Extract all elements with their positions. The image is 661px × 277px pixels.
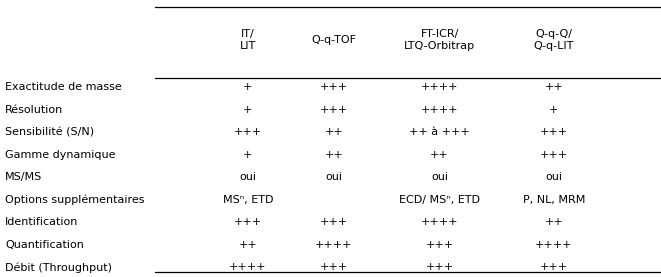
Text: ++: ++	[430, 150, 449, 160]
Text: +++: +++	[320, 217, 348, 227]
Text: oui: oui	[239, 172, 256, 182]
Text: ++++: ++++	[421, 82, 458, 92]
Text: Options supplémentaires: Options supplémentaires	[5, 194, 145, 205]
Text: +++: +++	[540, 127, 568, 137]
Text: +: +	[243, 150, 253, 160]
Text: Résolution: Résolution	[5, 105, 63, 115]
Text: +++: +++	[234, 127, 262, 137]
Text: oui: oui	[545, 172, 563, 182]
Text: +++: +++	[540, 262, 568, 272]
Text: ++: ++	[325, 127, 343, 137]
Text: +++: +++	[540, 150, 568, 160]
Text: ++ à +++: ++ à +++	[409, 127, 470, 137]
Text: Sensibilité (S/N): Sensibilité (S/N)	[5, 127, 95, 137]
Text: ++++: ++++	[229, 262, 266, 272]
Text: ++: ++	[239, 240, 257, 250]
Text: Q-q-Q/
Q-q-LIT: Q-q-Q/ Q-q-LIT	[533, 29, 574, 51]
Text: +++: +++	[320, 82, 348, 92]
Text: +++: +++	[234, 217, 262, 227]
Text: +: +	[549, 105, 559, 115]
Text: +++: +++	[320, 262, 348, 272]
Text: ++: ++	[545, 82, 563, 92]
Text: Débit (Throughput): Débit (Throughput)	[5, 262, 112, 273]
Text: Gamme dynamique: Gamme dynamique	[5, 150, 116, 160]
Text: ++++: ++++	[421, 217, 458, 227]
Text: +++: +++	[426, 262, 453, 272]
Text: ++: ++	[545, 217, 563, 227]
Text: MSⁿ, ETD: MSⁿ, ETD	[223, 195, 273, 205]
Text: Exactitude de masse: Exactitude de masse	[5, 82, 122, 92]
Text: FT-ICR/
LTQ-Orbitrap: FT-ICR/ LTQ-Orbitrap	[404, 29, 475, 51]
Text: oui: oui	[431, 172, 448, 182]
Text: ++++: ++++	[535, 240, 572, 250]
Text: Q-q-TOF: Q-q-TOF	[311, 35, 356, 45]
Text: ++: ++	[325, 150, 343, 160]
Text: ++++: ++++	[421, 105, 458, 115]
Text: Identification: Identification	[5, 217, 79, 227]
Text: ECD/ MSⁿ, ETD: ECD/ MSⁿ, ETD	[399, 195, 480, 205]
Text: +++: +++	[320, 105, 348, 115]
Text: ++++: ++++	[315, 240, 352, 250]
Text: +++: +++	[426, 240, 453, 250]
Text: +: +	[243, 82, 253, 92]
Text: oui: oui	[325, 172, 342, 182]
Text: P, NL, MRM: P, NL, MRM	[523, 195, 585, 205]
Text: IT/
LIT: IT/ LIT	[240, 29, 256, 51]
Text: +: +	[243, 105, 253, 115]
Text: MS/MS: MS/MS	[5, 172, 42, 182]
Text: Quantification: Quantification	[5, 240, 84, 250]
